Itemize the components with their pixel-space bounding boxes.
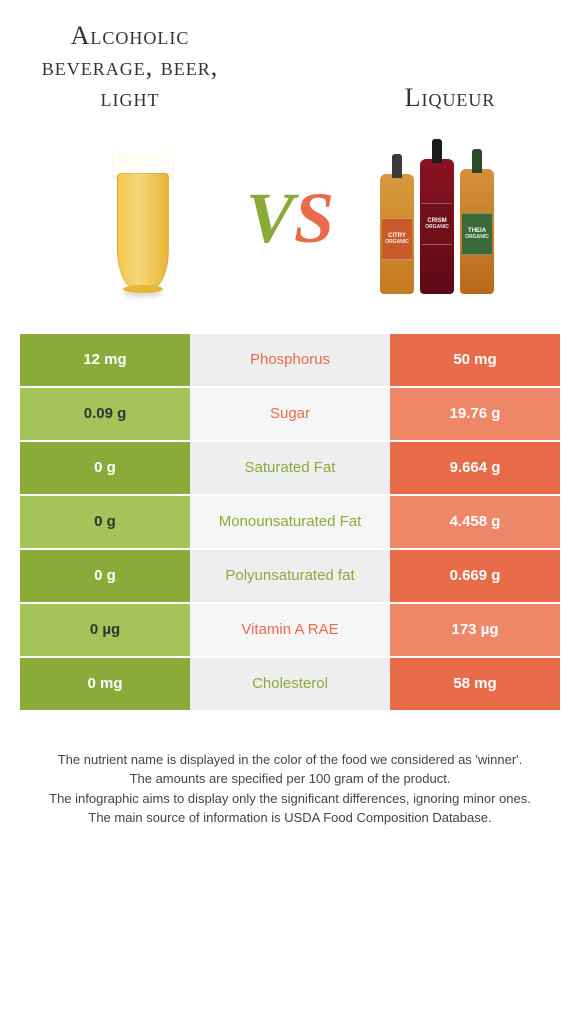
right-value: 9.664 g: [390, 442, 560, 494]
bottle3-sub: ORGANIC: [465, 234, 489, 240]
right-value: 173 µg: [390, 604, 560, 656]
right-value: 0.669 g: [390, 550, 560, 602]
left-value: 0 mg: [20, 658, 190, 710]
left-value: 0 g: [20, 550, 190, 602]
right-title: Liqueur: [350, 82, 550, 113]
beer-image: [50, 149, 236, 289]
left-title: Alcoholic beverage, beer, light: [30, 20, 230, 114]
table-row: 0.09 gSugar19.76 g: [20, 388, 560, 440]
table-row: 0 mgCholesterol58 mg: [20, 658, 560, 710]
comparison-table: 12 mgPhosphorus50 mg0.09 gSugar19.76 g0 …: [20, 334, 560, 710]
nutrient-name: Vitamin A RAE: [190, 604, 390, 656]
footer-line: The amounts are specified per 100 gram o…: [30, 769, 550, 789]
left-value: 0.09 g: [20, 388, 190, 440]
table-row: 0 µgVitamin A RAE173 µg: [20, 604, 560, 656]
vs-v: V: [246, 178, 294, 258]
right-value: 4.458 g: [390, 496, 560, 548]
footer-line: The nutrient name is displayed in the co…: [30, 750, 550, 770]
vs-s: S: [294, 178, 334, 258]
left-value: 12 mg: [20, 334, 190, 386]
footer-line: The infographic aims to display only the…: [30, 789, 550, 809]
table-row: 0 gSaturated Fat9.664 g: [20, 442, 560, 494]
nutrient-name: Phosphorus: [190, 334, 390, 386]
nutrient-name: Monounsaturated Fat: [190, 496, 390, 548]
images-row: VS CITRYORGANIC CRISMORGANIC THEIAORGANI…: [0, 134, 580, 304]
nutrient-name: Saturated Fat: [190, 442, 390, 494]
nutrient-name: Polyunsaturated fat: [190, 550, 390, 602]
header: Alcoholic beverage, beer, light Liqueur: [0, 20, 580, 114]
nutrient-name: Sugar: [190, 388, 390, 440]
nutrient-name: Cholesterol: [190, 658, 390, 710]
table-row: 0 gMonounsaturated Fat4.458 g: [20, 496, 560, 548]
table-row: 0 gPolyunsaturated fat0.669 g: [20, 550, 560, 602]
right-value: 58 mg: [390, 658, 560, 710]
left-value: 0 g: [20, 442, 190, 494]
left-value: 0 g: [20, 496, 190, 548]
right-value: 50 mg: [390, 334, 560, 386]
liqueur-image: CITRYORGANIC CRISMORGANIC THEIAORGANIC: [344, 144, 530, 294]
left-value: 0 µg: [20, 604, 190, 656]
right-value: 19.76 g: [390, 388, 560, 440]
vs-label: VS: [236, 177, 344, 260]
footer-line: The main source of information is USDA F…: [30, 808, 550, 828]
bottle2-sub: ORGANIC: [425, 224, 449, 230]
footer: The nutrient name is displayed in the co…: [0, 750, 580, 828]
bottle1-sub: ORGANIC: [385, 239, 409, 245]
table-row: 12 mgPhosphorus50 mg: [20, 334, 560, 386]
